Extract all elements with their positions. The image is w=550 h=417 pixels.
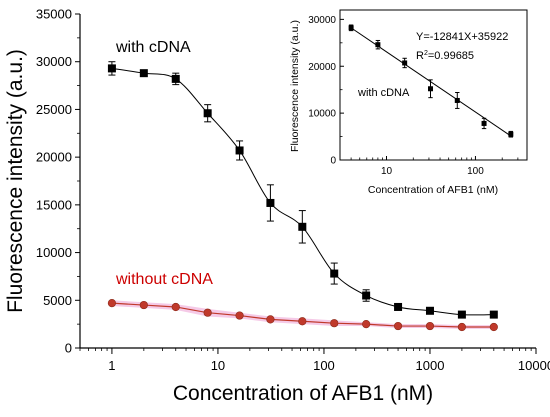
inset-series-label: with cDNA: [357, 87, 410, 99]
series-label-without-cdna: without cDNA: [115, 271, 213, 288]
with-cdna-point: [203, 109, 212, 118]
inset-point: [481, 120, 487, 126]
with-cdna-point: [171, 74, 180, 83]
without-cdna-point: [171, 302, 180, 312]
without-cdna-point: [425, 321, 435, 331]
without-cdna-point: [457, 322, 466, 332]
inset-y-tick-label: 0: [330, 156, 336, 167]
main-x-tick-label: 1000: [416, 358, 445, 373]
inset-point: [454, 97, 460, 103]
without-cdna-point: [298, 317, 307, 326]
inset-point: [348, 25, 354, 31]
inset-r-squared-value: =0.99685: [428, 50, 474, 62]
inset-y-axis-title: Fluorescence intensity (a.u.): [289, 20, 301, 152]
with-cdna-point: [266, 198, 275, 207]
main-y-tick-label: 15000: [36, 197, 72, 212]
inset-r-squared: R2=0.99685: [416, 50, 474, 62]
without-cdna-point: [139, 300, 148, 310]
without-cdna-point: [362, 320, 371, 329]
main-y-tick-label: 35000: [36, 7, 72, 22]
main-y-tick-label: 5000: [43, 293, 72, 308]
with-cdna-point: [330, 269, 339, 278]
main-y-tick-label: 0: [65, 341, 72, 356]
inset-equation: Y=-12841X+35922: [416, 31, 508, 43]
without-cdna-point: [107, 299, 117, 308]
with-cdna-point: [457, 310, 466, 319]
inset-r-squared-sup: 2: [424, 50, 428, 57]
with-cdna-point: [425, 306, 434, 315]
inset-point: [375, 42, 381, 48]
with-cdna-point: [107, 64, 116, 73]
inset-r-squared-prefix: R: [416, 50, 424, 62]
with-cdna-point: [235, 146, 244, 155]
with-cdna-point: [394, 302, 403, 311]
inset-x-axis-title: Concentration of AFB1 (nM): [368, 184, 498, 196]
without-cdna-point: [266, 315, 275, 324]
with-cdna-point: [362, 291, 371, 300]
inset-frame: [339, 9, 528, 161]
main-x-tick-label: 100: [313, 358, 335, 373]
inset-y-tick-label: 20000: [308, 62, 336, 73]
inset-x-tick-label: 10: [381, 166, 393, 177]
without-cdna-point: [489, 322, 498, 332]
without-cdna-point: [235, 311, 244, 320]
inset-plot: 0 10000 20000 30000 10 100 Concentration of A…: [289, 9, 528, 196]
with-cdna-point: [298, 222, 307, 231]
inset-point: [402, 60, 408, 66]
with-cdna-point: [489, 310, 498, 319]
main-y-tick-label: 30000: [36, 54, 72, 69]
inset-point: [508, 131, 514, 137]
without-cdna-point: [330, 319, 339, 328]
main-x-tick-label: 10: [211, 358, 225, 373]
main-y-axis-title: Fluorescence intensity (a.u.): [4, 49, 27, 313]
main-y-tick-label: 10000: [36, 245, 72, 260]
without-cdna-point: [393, 321, 403, 331]
inset-y-tick-label: 30000: [308, 15, 336, 26]
with-cdna-point: [139, 69, 148, 78]
main-x-axis-title: Concentration of AFB1 (nM): [173, 382, 433, 405]
without-cdna-point: [203, 308, 212, 317]
main-x-tick-label: 10000: [518, 358, 550, 373]
inset-x-tick-label: 100: [467, 166, 484, 177]
series-label-with-cdna: with cDNA: [115, 39, 191, 56]
inset-y-tick-label: 10000: [308, 109, 336, 120]
inset-point: [428, 86, 434, 92]
main-x-tick-label: 1: [108, 358, 115, 373]
main-y-tick-label: 25000: [36, 102, 72, 117]
main-y-tick-label: 20000: [36, 150, 72, 165]
